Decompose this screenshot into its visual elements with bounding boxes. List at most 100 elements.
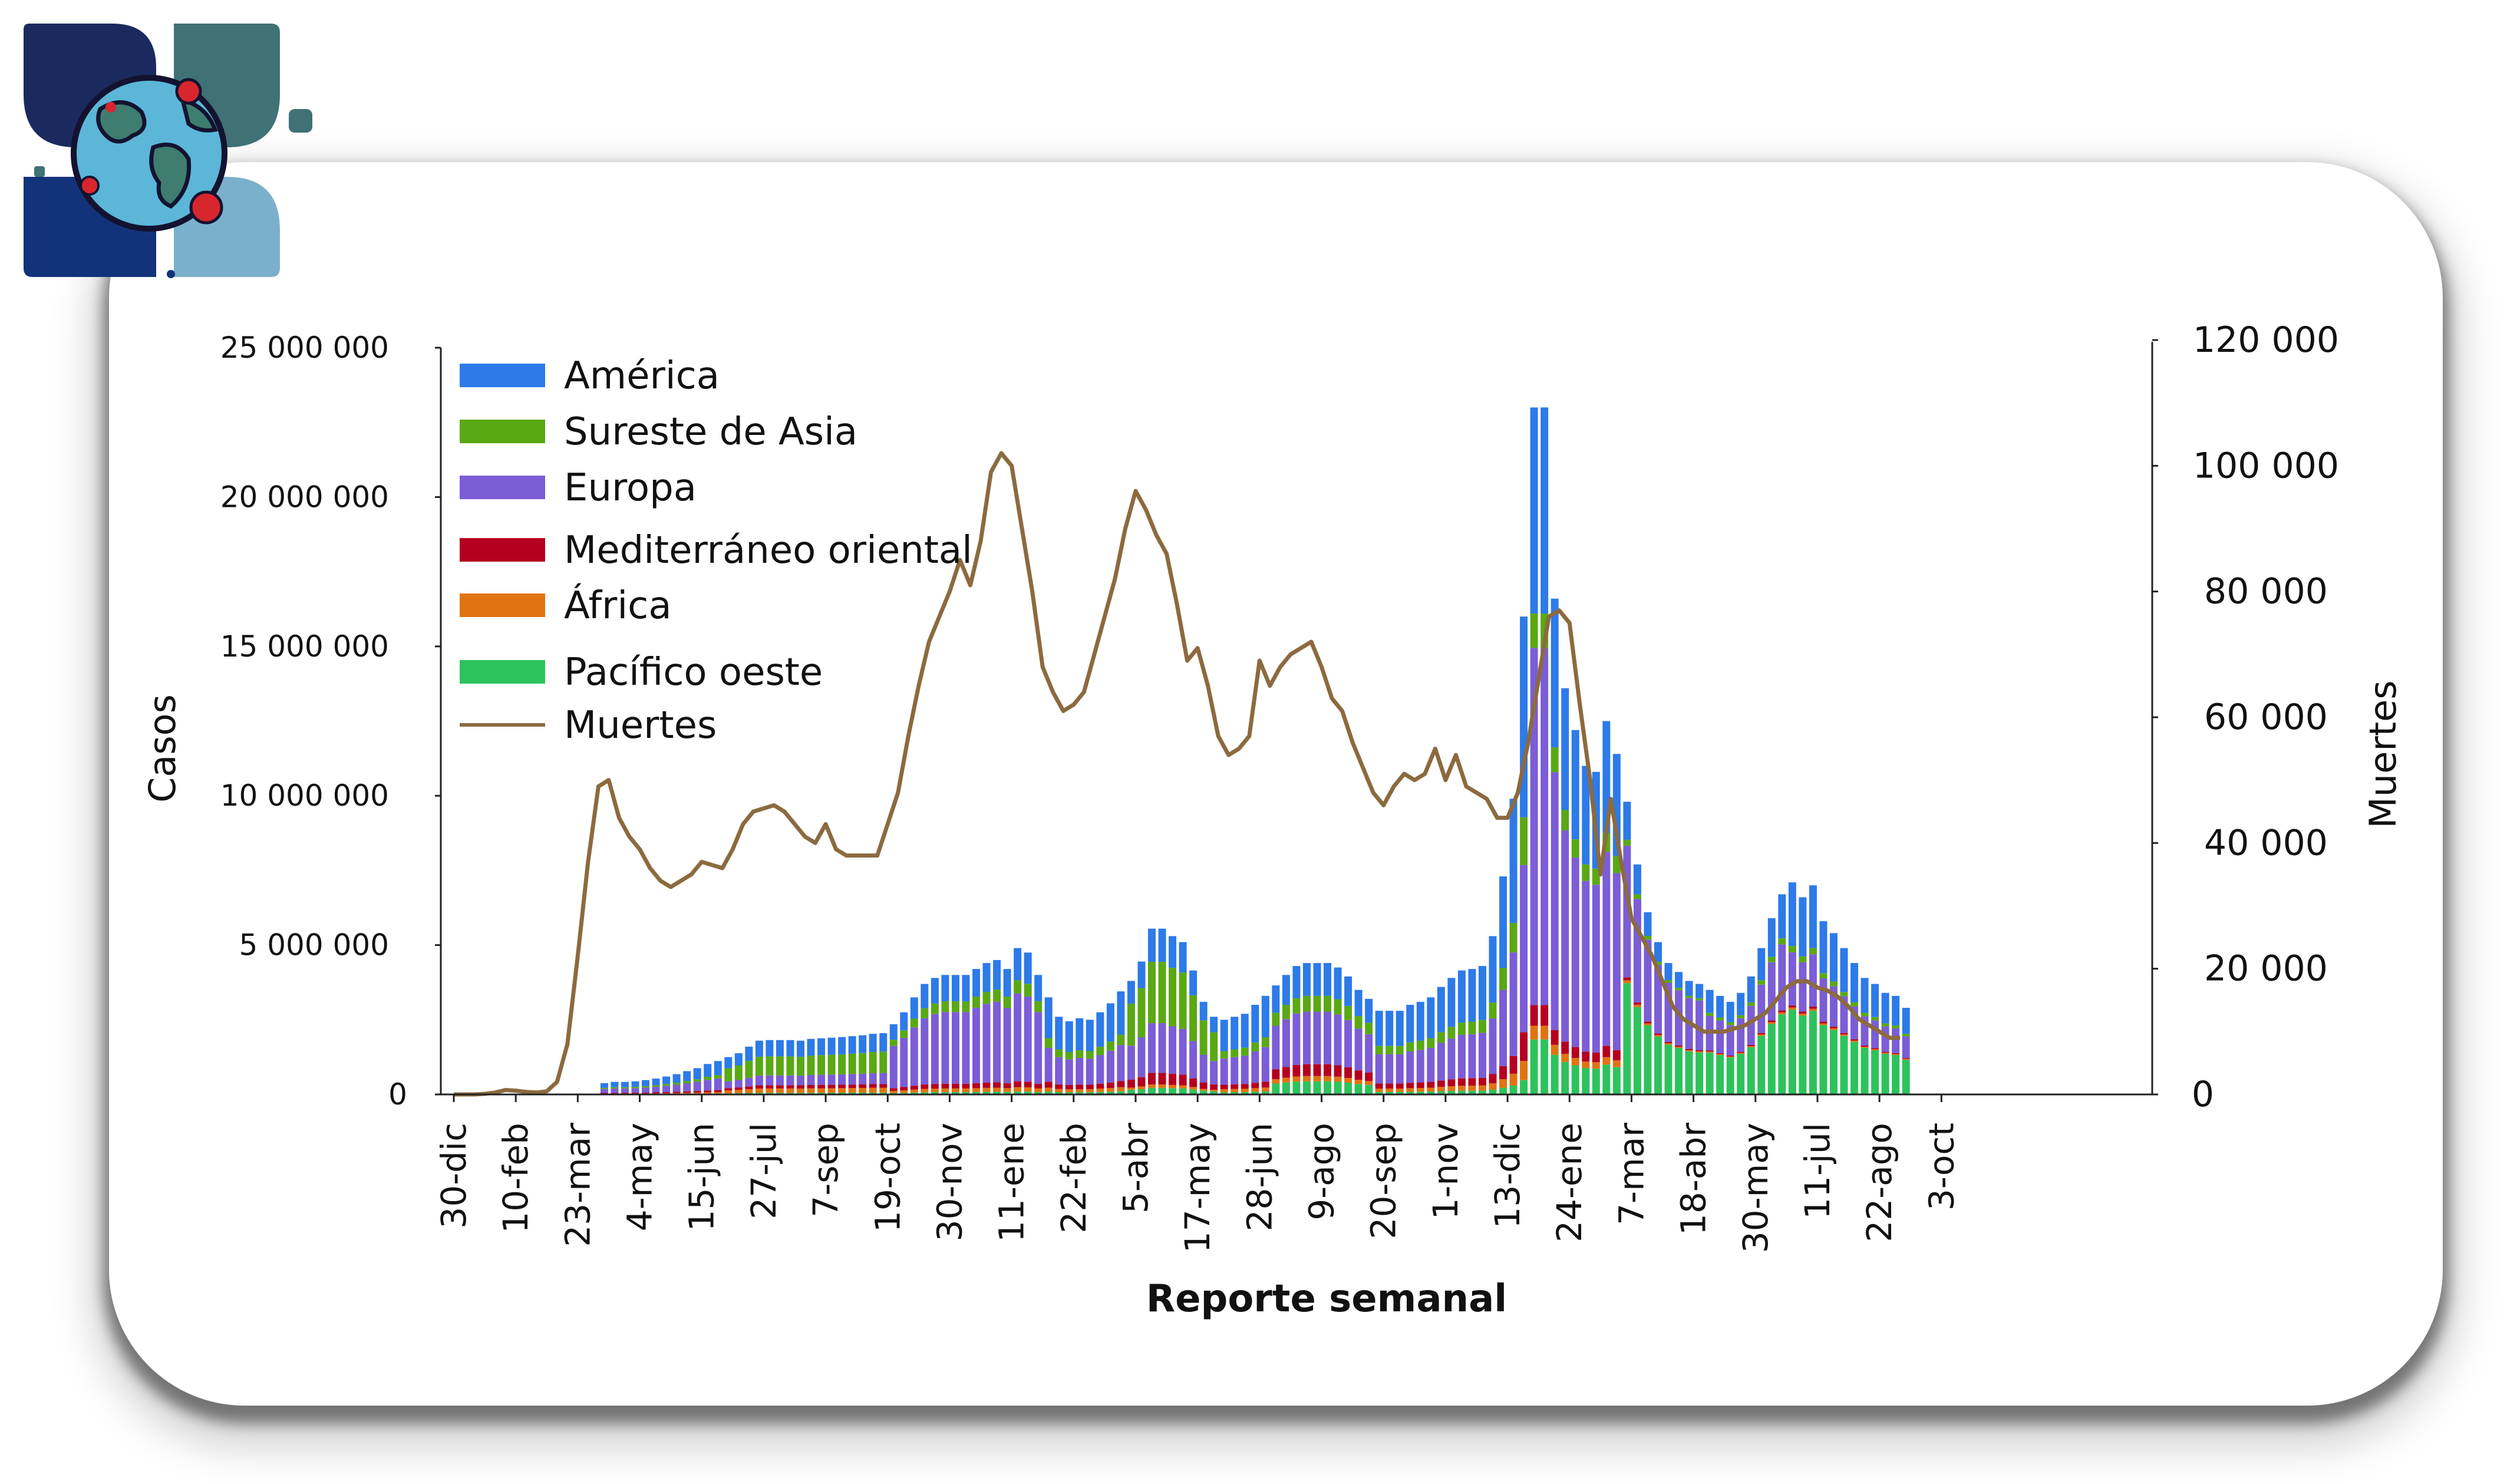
bar-segment	[1871, 984, 1879, 1017]
bar-segment	[1767, 1024, 1776, 1094]
bar-segment	[1457, 970, 1466, 1023]
right-tick-label: 0	[2192, 1074, 2214, 1115]
bar-segment	[1169, 968, 1177, 1027]
bar-segment	[662, 1084, 671, 1086]
bar-segment	[1664, 1043, 1672, 1045]
bar-segment	[1478, 966, 1486, 1020]
bar-segment	[900, 1087, 908, 1091]
bar-segment	[1499, 1066, 1507, 1080]
bar-segment	[1675, 990, 1683, 1046]
bar-segment	[838, 1037, 846, 1054]
bar-segment	[1664, 1044, 1672, 1094]
legend-swatch	[460, 364, 545, 387]
bar-segment	[1148, 1073, 1156, 1085]
x-tick-label: 1-nov	[1426, 1123, 1466, 1219]
bar-segment	[1623, 980, 1631, 984]
bar-segment	[1220, 1058, 1228, 1085]
bar-segment	[1850, 1002, 1859, 1007]
bar-segment	[1840, 1035, 1848, 1094]
bar-segment	[1406, 1004, 1414, 1043]
bar-segment	[1551, 598, 1559, 748]
bar-segment	[1551, 1030, 1559, 1045]
bar-segment	[652, 1087, 660, 1093]
bar-segment	[869, 1092, 877, 1094]
bar-segment	[1829, 1030, 1838, 1094]
bar-segment	[951, 1083, 959, 1089]
bar-segment	[1334, 999, 1342, 1015]
bar-segment	[1106, 1082, 1114, 1089]
bar-segment	[889, 1088, 898, 1091]
bar-segment	[1199, 1020, 1208, 1055]
bar-segment	[1416, 1040, 1424, 1050]
bar-segment	[1396, 1054, 1404, 1084]
bar-segment	[1819, 1025, 1827, 1094]
x-tick-label: 23-mar	[557, 1123, 598, 1247]
bar-segment	[1055, 1017, 1063, 1050]
bar-segment	[1706, 1053, 1714, 1094]
bar-segment	[827, 1074, 836, 1085]
bar-segment	[755, 1040, 763, 1057]
bar-segment	[1396, 1046, 1404, 1054]
bar-segment	[1106, 1050, 1114, 1083]
bar-segment	[1396, 1091, 1404, 1094]
bar-segment	[693, 1079, 701, 1082]
bar-segment	[734, 1087, 743, 1090]
bar-segment	[1065, 1084, 1073, 1090]
bar-segment	[1675, 972, 1683, 988]
bar-segment	[1881, 1053, 1889, 1054]
bar-segment	[662, 1086, 671, 1093]
bar-segment	[1499, 968, 1507, 990]
bar-segment	[1902, 1058, 1910, 1060]
bar-segment	[1633, 894, 1641, 899]
bar-segment	[1530, 1039, 1538, 1094]
bar-segment	[1726, 1057, 1734, 1094]
bar-segment	[1561, 1041, 1569, 1054]
bar-segment	[1282, 1082, 1290, 1094]
bar-segment	[1799, 962, 1807, 1012]
bar-segment	[1675, 1045, 1683, 1047]
bar-segment	[693, 1092, 701, 1094]
x-tick-label: 7-sep	[806, 1123, 846, 1218]
bar-segment	[1065, 1021, 1073, 1052]
bar-segment	[714, 1078, 722, 1090]
legend-swatch	[460, 476, 545, 499]
bar-segment	[672, 1083, 681, 1085]
bar-segment	[1602, 1064, 1611, 1094]
bar-segment	[1044, 1087, 1053, 1092]
bar-segment	[1530, 648, 1538, 1005]
bar-segment	[879, 1073, 888, 1084]
bar-segment	[1086, 1089, 1094, 1093]
bar-segment	[1365, 1081, 1373, 1085]
bar-segment	[1251, 1088, 1259, 1092]
legend: América Sureste de Asia Europa Mediterráneo…	[460, 354, 972, 747]
bar-segment	[1313, 1081, 1321, 1094]
bar-segment	[1530, 614, 1538, 648]
bar-segment	[1065, 1089, 1073, 1093]
bar-segment	[1375, 1083, 1383, 1089]
bar-segment	[1375, 1054, 1383, 1084]
bar-segment	[1757, 1033, 1766, 1035]
bar-segment	[1695, 1052, 1704, 1094]
bar-segment	[1747, 1002, 1755, 1006]
bar-segment	[1582, 1061, 1590, 1069]
bar-segment	[1478, 1085, 1486, 1091]
bar-segment	[1220, 1092, 1228, 1094]
bar-segment	[1385, 1046, 1394, 1054]
bar-segment	[1716, 1017, 1724, 1021]
bar-segment	[1489, 1083, 1497, 1090]
bar-segment	[1354, 1070, 1363, 1080]
bar-segment	[1520, 817, 1528, 865]
bar-segment	[1489, 1089, 1497, 1094]
bar-segment	[1385, 1011, 1394, 1046]
bar-segment	[724, 1081, 733, 1089]
bar-segment	[859, 1092, 867, 1094]
bar-segment	[1086, 1051, 1094, 1059]
bar-segment	[982, 1082, 991, 1088]
bar-segment	[879, 1087, 888, 1093]
x-axis-title: Reporte semanal	[1146, 1277, 1507, 1321]
bar-segment	[1778, 1012, 1786, 1015]
left-tick-label: 15 000 000	[220, 629, 389, 664]
bar-segment	[1231, 1057, 1239, 1084]
bar-segment	[993, 990, 1001, 1002]
bar-segment	[1468, 969, 1476, 1022]
